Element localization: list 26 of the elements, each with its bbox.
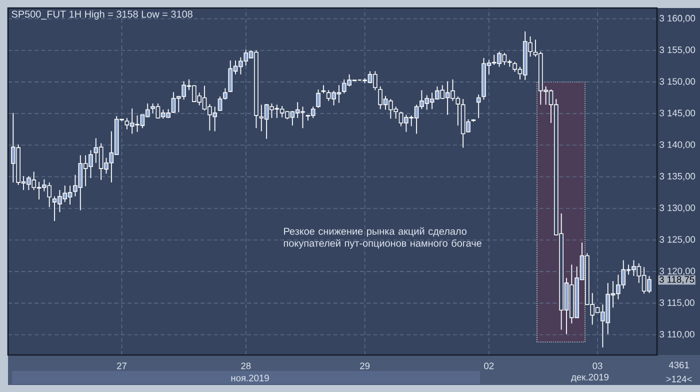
y-tick-label: 3 160,00 bbox=[660, 14, 696, 23]
text: 4361 bbox=[668, 362, 689, 368]
x-tick-label: 27 bbox=[117, 362, 126, 370]
y-tick-label: 3 115,00 bbox=[660, 299, 694, 308]
y-tick-label: 3 150,00 bbox=[660, 78, 696, 86]
x-tick-label: 29 bbox=[360, 362, 370, 370]
y-tick-label: 3 140,00 bbox=[660, 141, 696, 149]
x-tick-label: 02 bbox=[484, 362, 494, 370]
chart-title: SP500_FUT 1H High = 3158 Low = 3108 bbox=[12, 10, 192, 20]
y-tick-label: 3 125,00 bbox=[660, 236, 696, 244]
text: >124< bbox=[666, 376, 692, 382]
y-tick-label: 3 120,00 bbox=[660, 268, 696, 276]
x-tick-label: 28 bbox=[241, 362, 251, 370]
y-tick-label: 3 145,00 bbox=[660, 110, 696, 118]
text: ноя.2019 bbox=[231, 374, 269, 382]
text: 3 118,75 bbox=[659, 276, 694, 284]
candlestick bbox=[316, 89, 320, 108]
candlestick bbox=[321, 84, 326, 94]
y-tick-label: 3 135,00 bbox=[660, 172, 696, 181]
x-tick-label: 03 bbox=[592, 362, 602, 370]
y-tick-label: 3 130,00 bbox=[660, 204, 696, 212]
text: дек.2019 bbox=[571, 374, 609, 382]
y-tick-label: 3 110,00 bbox=[660, 330, 694, 339]
annotation: Резкое снижение рынка акций сделало покупателей пут-опционов намного богаче bbox=[284, 227, 482, 249]
y-tick-label: 3 155,00 bbox=[660, 46, 696, 54]
candlestick bbox=[476, 94, 481, 118]
